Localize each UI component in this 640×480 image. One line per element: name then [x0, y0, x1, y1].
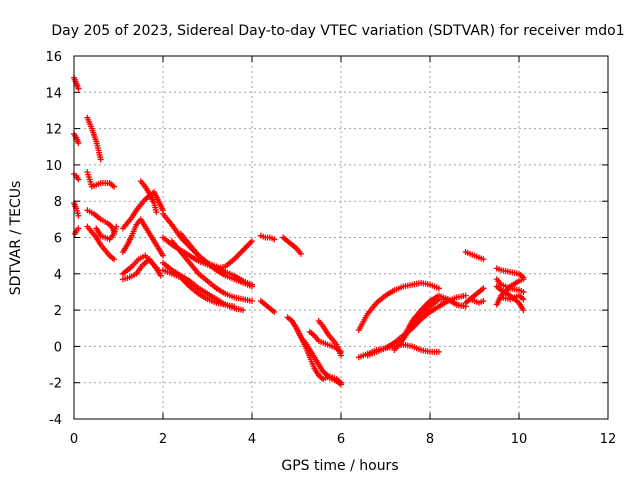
series-s14 — [119, 256, 164, 283]
data-point — [157, 272, 164, 279]
data-point — [338, 352, 344, 359]
y-tick-label: 2 — [54, 304, 62, 319]
data-point — [271, 236, 278, 243]
y-tick-label: 4 — [54, 268, 62, 283]
y-tick-label: 8 — [54, 195, 62, 210]
series-s35 — [462, 285, 487, 306]
series-s28 — [315, 317, 344, 359]
data-point — [153, 209, 160, 216]
series-s17 — [160, 234, 255, 272]
data-point — [160, 252, 166, 259]
data-point — [435, 285, 442, 292]
y-tick-label: 12 — [45, 123, 62, 138]
data-point — [435, 348, 442, 355]
y-axis-label: SDTVAR / TECUs — [8, 181, 24, 296]
y-tick-label: 14 — [45, 86, 62, 101]
y-tick-label: -4 — [49, 413, 62, 428]
x-tick-label: 0 — [70, 432, 78, 447]
series-s36 — [467, 296, 487, 306]
series-s10 — [93, 223, 120, 243]
x-tick-label: 8 — [426, 432, 434, 447]
data-point — [249, 238, 255, 245]
y-tick-label: 10 — [45, 159, 62, 174]
data-point — [111, 256, 118, 263]
data-point — [520, 307, 527, 314]
series-s06 — [84, 114, 104, 163]
series-s12 — [119, 216, 166, 259]
data-point — [480, 256, 487, 263]
data-point — [75, 140, 82, 147]
data-point — [111, 183, 118, 190]
data-point — [97, 156, 104, 163]
y-tick-labels: -4 -2 0 2 4 6 8 10 12 14 16 — [45, 50, 62, 428]
data-point — [249, 283, 255, 290]
x-tick-label: 12 — [600, 432, 617, 447]
series-s24 — [257, 298, 278, 315]
x-tick-label: 4 — [248, 432, 256, 447]
data-point — [249, 298, 255, 305]
y-tick-label: 6 — [54, 232, 62, 247]
series-s23 — [280, 234, 304, 257]
series-s11 — [119, 189, 166, 232]
data-point — [480, 298, 487, 305]
series-s29 — [355, 279, 442, 334]
x-tick-label: 10 — [511, 432, 528, 447]
data-point — [271, 308, 278, 315]
series-s22 — [257, 232, 278, 243]
series-s07 — [84, 169, 118, 190]
data-point — [75, 225, 82, 232]
data-point — [113, 223, 120, 230]
axis-ticks — [73, 55, 609, 420]
series-s15 — [137, 178, 160, 216]
data-point — [75, 85, 82, 92]
series-s19 — [160, 267, 238, 310]
series-s05 — [71, 225, 82, 237]
data-point — [520, 296, 527, 303]
series-s34 — [462, 249, 487, 263]
y-tick-label: 0 — [54, 340, 62, 355]
series-s21 — [177, 230, 255, 290]
chart-title: Day 205 of 2023, Sidereal Day-to-day VTE… — [51, 23, 624, 39]
data-point — [75, 212, 82, 219]
x-axis-label: GPS time / hours — [281, 458, 398, 474]
data-point — [75, 176, 82, 183]
x-tick-label: 2 — [159, 432, 167, 447]
data-point — [297, 250, 304, 257]
y-tick-label: 16 — [45, 50, 62, 65]
x-tick-labels: 0 2 4 6 8 10 12 — [70, 432, 616, 447]
data-point — [240, 307, 247, 314]
series-s09 — [84, 223, 118, 263]
series-s26 — [289, 317, 344, 386]
series-s33 — [400, 292, 469, 341]
series-s41 — [498, 292, 527, 303]
x-tick-label: 6 — [337, 432, 345, 447]
y-tick-label: -2 — [49, 377, 62, 392]
data-point — [520, 276, 527, 283]
data-point — [480, 285, 487, 292]
data-point — [338, 379, 344, 386]
data-point — [520, 288, 527, 295]
data-point — [462, 292, 469, 299]
series-s40 — [493, 276, 527, 295]
data-point — [231, 303, 238, 310]
data-points — [71, 74, 527, 388]
series-s20 — [168, 238, 255, 305]
